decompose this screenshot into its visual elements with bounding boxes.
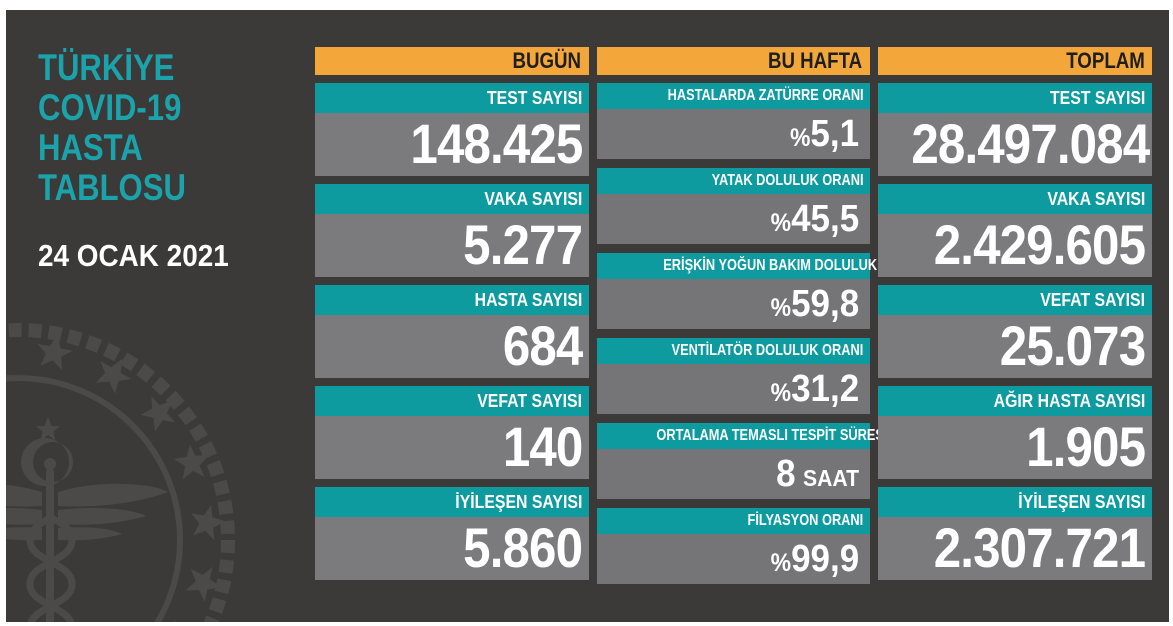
- stat-label: AĞIR HASTA SAYISI: [878, 386, 1152, 416]
- page-title: TÜRKİYE COVID-19 HASTA TABLOSU: [38, 48, 214, 208]
- stat-value: 1.905: [878, 416, 1152, 479]
- stat-label: YATAK DOLULUK ORANI: [597, 168, 870, 194]
- report-date: 24 OCAK 2021: [38, 238, 229, 273]
- stat-label: VENTİLATÖR DOLULUK ORANI: [597, 338, 870, 364]
- title-line: COVID-19: [38, 87, 182, 128]
- stat-value: 8 SAAT: [597, 449, 870, 499]
- stat-label: İYİLEŞEN SAYISI: [315, 487, 589, 517]
- stat-value: 2.307.721: [878, 517, 1152, 580]
- stat-value: 25.073: [878, 315, 1152, 378]
- stat-tile-week-yatak: YATAK DOLULUK ORANI %45,5: [597, 168, 870, 244]
- column-header-total: TOPLAM: [878, 47, 1152, 75]
- stat-tile-week-yogun-bakim: ERİŞKİN YOĞUN BAKIM DOLULUK ORANI %59,8: [597, 253, 922, 329]
- stat-value: 28.497.084: [878, 113, 1152, 176]
- column-total: TOPLAM TEST SAYISI 28.497.084 VAKA SAYIS…: [878, 10, 1152, 622]
- stat-label: VAKA SAYISI: [878, 184, 1152, 214]
- stat-value: %45,5: [597, 194, 870, 244]
- stat-label: HASTALARDA ZATÜRRE ORANI: [597, 83, 870, 109]
- stat-value: %99,9: [597, 534, 870, 584]
- stat-label: HASTA SAYISI: [315, 285, 589, 315]
- stat-tile-total-agir-hasta: AĞIR HASTA SAYISI 1.905: [878, 386, 1152, 479]
- stat-value: 5.860: [315, 517, 589, 580]
- stat-value: 2.429.605: [878, 214, 1152, 277]
- stat-value: %31,2: [597, 364, 870, 414]
- stat-label: VEFAT SAYISI: [315, 386, 589, 416]
- title-line: HASTA: [38, 127, 143, 168]
- stat-value: 684: [315, 315, 589, 378]
- stat-tile-total-iyilesen: İYİLEŞEN SAYISI 2.307.721: [878, 487, 1152, 580]
- stat-label: TEST SAYISI: [315, 83, 589, 113]
- stat-label: TEST SAYISI: [878, 83, 1152, 113]
- stat-tile-week-zaturre: HASTALARDA ZATÜRRE ORANI %5,1: [597, 83, 870, 159]
- stat-label: ORTALAMA TEMASLI TESPİT SÜRESİ: [597, 423, 887, 449]
- column-header-today: BUGÜN: [315, 47, 589, 75]
- stat-label: VEFAT SAYISI: [878, 285, 1152, 315]
- stat-label: ERİŞKİN YOĞUN BAKIM DOLULUK ORANI: [597, 253, 922, 279]
- dashboard-panel: TÜRKİYE COVID-19 HASTA TABLOSU 24 OCAK 2…: [6, 10, 1169, 622]
- column-header-this-week: BU HAFTA: [597, 47, 870, 75]
- stat-tile-today-test: TEST SAYISI 148.425: [315, 83, 589, 176]
- stat-tile-today-vefat: VEFAT SAYISI 140: [315, 386, 589, 479]
- stat-label: İYİLEŞEN SAYISI: [878, 487, 1152, 517]
- stat-tile-week-temasli-tespit: ORTALAMA TEMASLI TESPİT SÜRESİ 8 SAAT: [597, 423, 887, 499]
- stat-value: %5,1: [597, 109, 870, 159]
- stat-value: 140: [315, 416, 589, 479]
- column-this-week: BU HAFTA HASTALARDA ZATÜRRE ORANI %5,1 Y…: [597, 10, 922, 622]
- column-today: BUGÜN TEST SAYISI 148.425 VAKA SAYISI 5.…: [315, 10, 589, 622]
- stat-tile-total-test: TEST SAYISI 28.497.084: [878, 83, 1152, 176]
- stat-tile-week-filyasyon: FİLYASYON ORANI %99,9: [597, 508, 870, 584]
- stat-tile-today-hasta: HASTA SAYISI 684: [315, 285, 589, 378]
- stat-tile-total-vaka: VAKA SAYISI 2.429.605: [878, 184, 1152, 277]
- stat-value: 5.277: [315, 214, 589, 277]
- stat-tile-today-iyilesen: İYİLEŞEN SAYISI 5.860: [315, 487, 589, 580]
- title-line: TÜRKİYE: [38, 47, 175, 88]
- stat-label: VAKA SAYISI: [315, 184, 589, 214]
- stat-value: %59,8: [597, 279, 870, 329]
- stat-tile-week-ventilator: VENTİLATÖR DOLULUK ORANI %31,2: [597, 338, 870, 414]
- stat-label: FİLYASYON ORANI: [597, 508, 870, 534]
- stat-tile-total-vefat: VEFAT SAYISI 25.073: [878, 285, 1152, 378]
- title-line: TABLOSU: [38, 167, 186, 208]
- stat-value: 148.425: [315, 113, 589, 176]
- stat-tile-today-vaka: VAKA SAYISI 5.277: [315, 184, 589, 277]
